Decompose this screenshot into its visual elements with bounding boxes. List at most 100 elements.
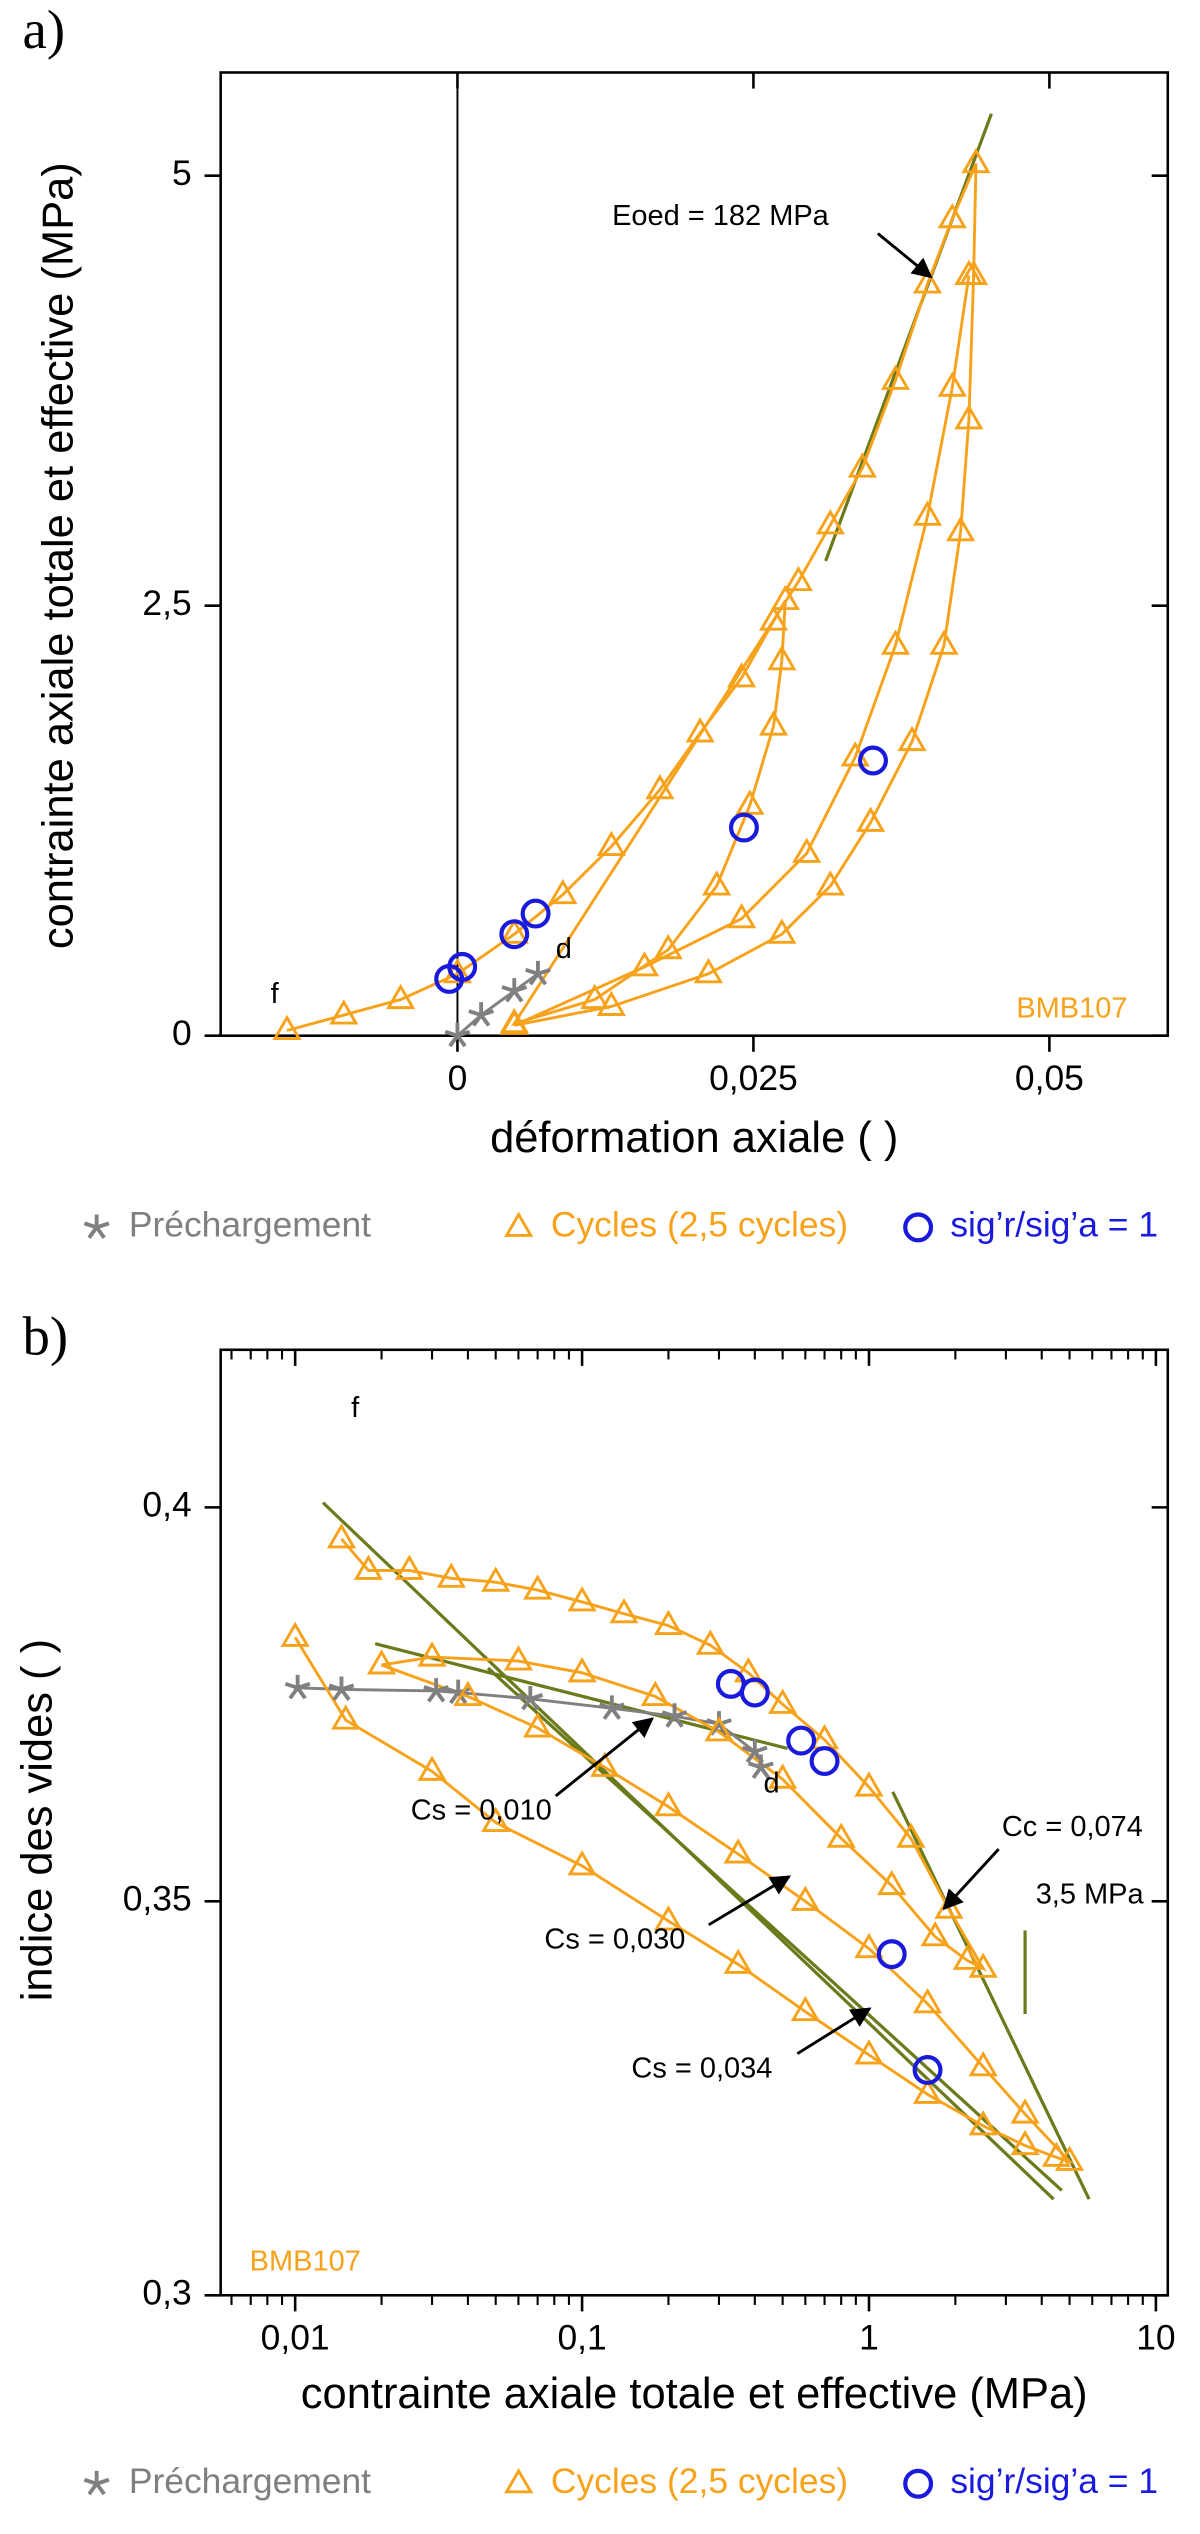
marker-triangle — [856, 806, 886, 832]
marker-triangle — [880, 364, 911, 390]
x-tick-label: 0,05 — [1015, 1058, 1084, 1098]
fit-line — [891, 1791, 1091, 2200]
marker-triangle — [847, 452, 877, 478]
annotation: d — [556, 933, 572, 965]
marker-triangle — [723, 1838, 753, 1864]
marker-triangle — [815, 509, 845, 535]
marker-triangle — [653, 933, 683, 960]
marker-star — [525, 960, 551, 986]
marker-triangle — [272, 1014, 302, 1041]
marker-triangle — [609, 1597, 639, 1624]
marker-triangle — [629, 951, 660, 977]
marker-triangle — [567, 1586, 597, 1612]
marker-triangle — [353, 1554, 383, 1580]
marker-circle — [912, 2054, 943, 2085]
marker-triangle — [1010, 2098, 1040, 2124]
annotation: f — [351, 1392, 360, 1424]
marker-circle — [728, 812, 759, 843]
marker-triangle — [912, 2078, 943, 2104]
annotation: Eoed = 182 MPa — [612, 200, 830, 232]
marker-star — [83, 2470, 110, 2496]
x-tick-label: 0,025 — [709, 1058, 798, 1098]
marker-triangle — [567, 1657, 597, 1683]
annotation: BMB107 — [1016, 993, 1127, 1025]
marker-star — [741, 1738, 768, 1764]
annotation-arrow — [707, 1875, 792, 1927]
x-tick-label: 0,01 — [261, 2318, 330, 2358]
marker-triangle — [417, 1755, 447, 1781]
marker-triangle — [499, 918, 529, 944]
marker-triangle — [702, 870, 732, 896]
marker-circle — [809, 1746, 840, 1777]
marker-triangle — [366, 1649, 397, 1675]
marker-triangle — [596, 830, 626, 856]
marker-triangle — [826, 1822, 856, 1848]
annotation: Cs = 0,030 — [544, 1924, 685, 1956]
marker-triangle — [912, 1987, 943, 2014]
marker-triangle — [436, 1562, 466, 1588]
marker-triangle — [854, 1771, 884, 1797]
marker-triangle — [481, 1566, 511, 1592]
marker-star — [284, 1674, 311, 1700]
marker-star — [468, 1002, 494, 1027]
legend-label: Préchargement — [129, 1205, 371, 1245]
series-line — [293, 1537, 1075, 2165]
x-tick-label: 1 — [859, 2318, 879, 2358]
panel-label: b) — [23, 1305, 69, 1366]
marker-star — [661, 1703, 688, 1728]
marker-triangle — [968, 2110, 998, 2136]
marker-triangle — [695, 1629, 725, 1655]
marker-triangle — [815, 870, 845, 896]
marker-triangle — [726, 662, 757, 688]
marker-circle — [499, 919, 530, 950]
marker-triangle — [792, 837, 822, 863]
marker-triangle — [523, 1712, 553, 1738]
marker-star — [748, 1754, 774, 1779]
marker-triangle — [504, 1211, 534, 1237]
legend-label: sig’r/sig’a = 1 — [950, 2461, 1158, 2501]
marker-triangle — [394, 1554, 424, 1580]
marker-star — [444, 1022, 471, 1048]
marker-triangle — [767, 918, 797, 944]
marker-triangle — [790, 1995, 820, 2022]
marker-triangle — [523, 1574, 553, 1600]
marker-triangle — [1010, 2129, 1040, 2156]
marker-triangle — [685, 717, 715, 743]
panel-label: a) — [23, 0, 66, 60]
y-tick-label: 5 — [172, 153, 192, 193]
y-axis-title: contrainte axiale totale et effective (M… — [35, 162, 83, 949]
marker-triangle — [937, 202, 967, 229]
y-axis-title: indice des vides ( ) — [14, 1639, 62, 2001]
marker-triangle — [758, 605, 789, 631]
series-line — [456, 972, 539, 1037]
marker-triangle — [954, 259, 984, 285]
marker-triangle — [723, 1948, 753, 1974]
marker-triangle — [896, 1822, 926, 1848]
marker-triangle — [783, 565, 813, 592]
marker-triangle — [331, 1704, 361, 1730]
y-tick-label: 0,3 — [142, 2273, 191, 2313]
marker-triangle — [735, 789, 765, 815]
marker-triangle — [280, 1621, 310, 1647]
marker-triangle — [854, 2039, 884, 2065]
marker-triangle — [897, 725, 927, 752]
marker-triangle — [968, 2050, 998, 2077]
marker-triangle — [548, 878, 578, 905]
marker-triangle — [768, 1688, 798, 1714]
marker-circle — [786, 1725, 817, 1756]
marker-triangle — [499, 1009, 529, 1035]
marker-triangle — [854, 1932, 884, 1959]
marker-triangle — [704, 1716, 734, 1742]
marker-triangle — [877, 1869, 907, 1896]
marker-circle — [447, 951, 478, 982]
marker-triangle — [326, 1523, 357, 1549]
marker-star — [501, 978, 528, 1003]
x-tick-label: 10 — [1136, 2318, 1175, 2358]
marker-triangle — [929, 629, 959, 655]
marker-triangle — [453, 1680, 483, 1706]
marker-triangle — [693, 957, 724, 984]
marker-star — [328, 1676, 355, 1701]
marker-triangle — [503, 1645, 534, 1671]
annotation-arrow — [876, 232, 933, 279]
marker-triangle — [640, 1680, 670, 1706]
